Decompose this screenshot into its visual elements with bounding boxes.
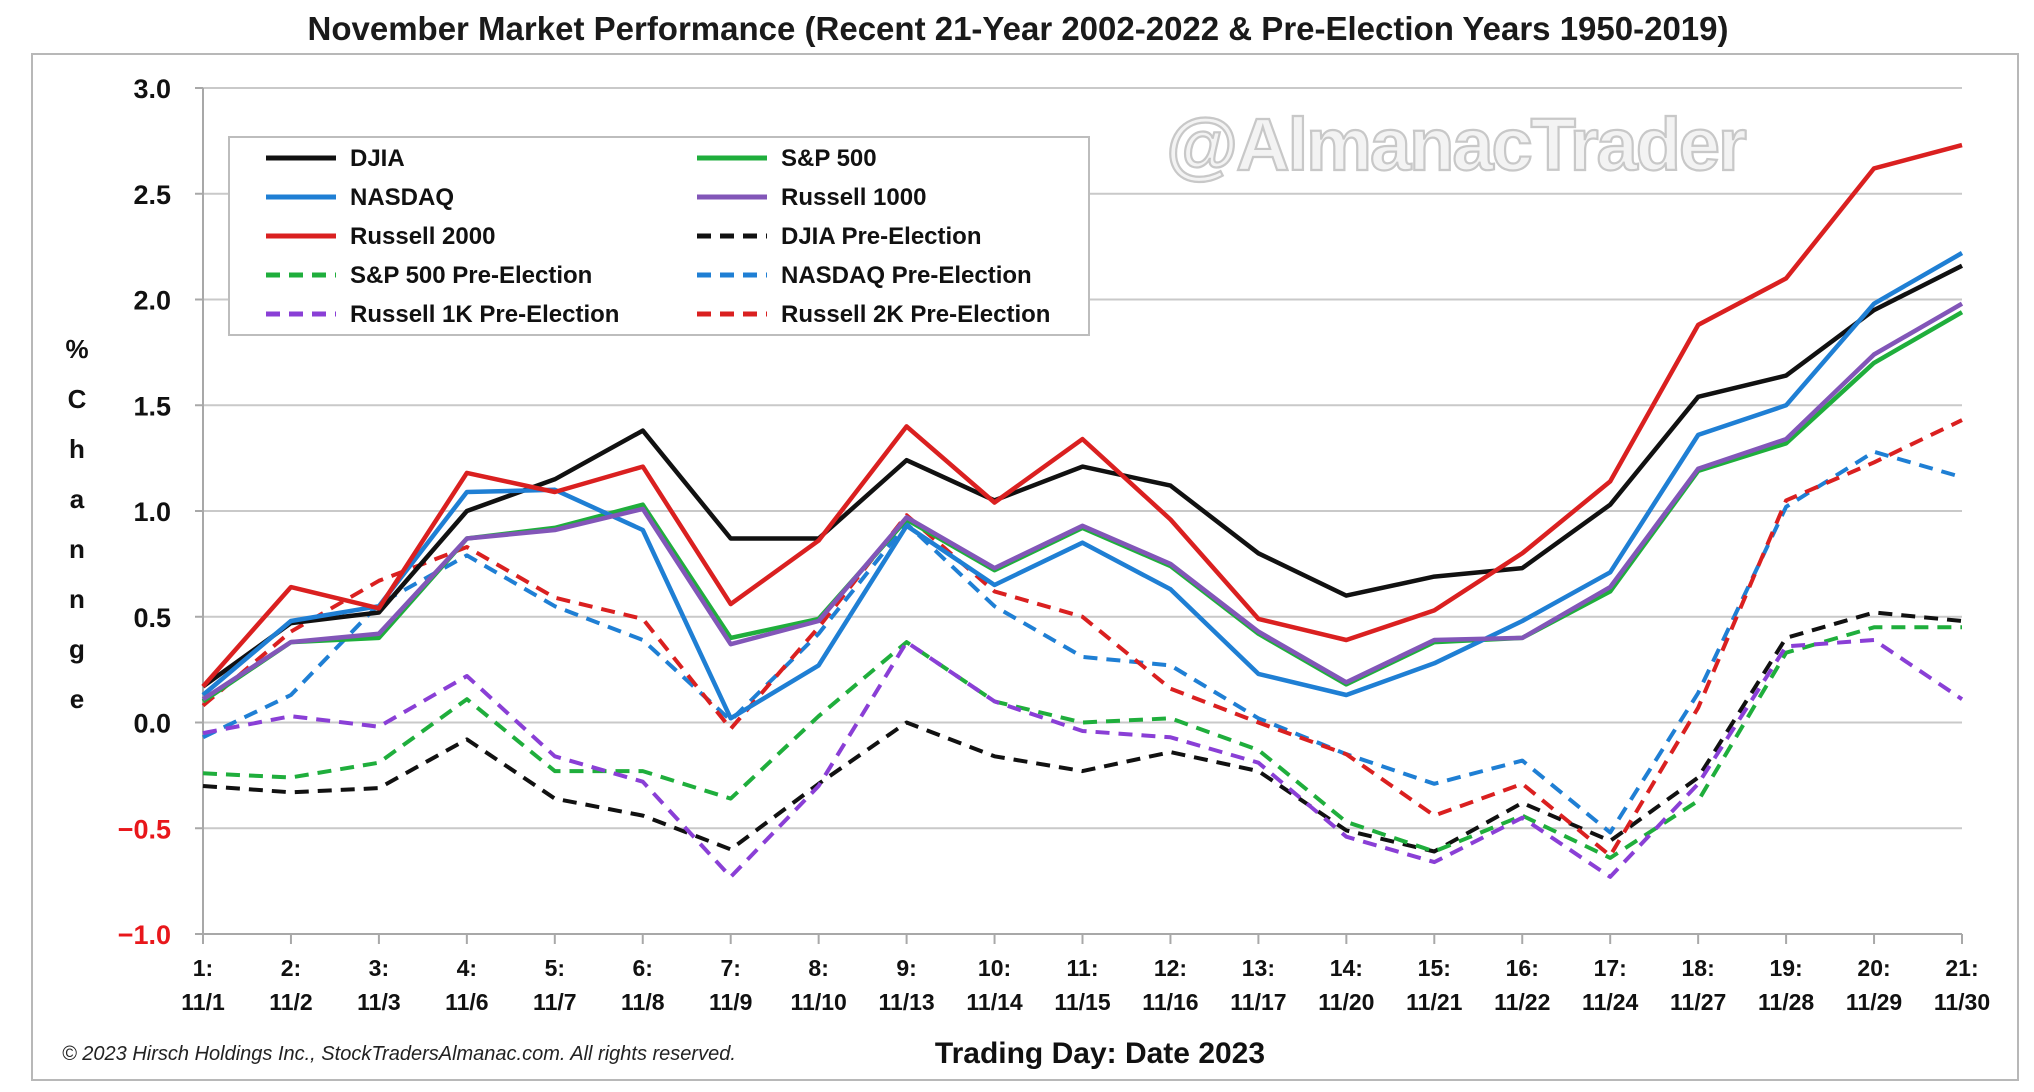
legend-label-sandp-500: S&P 500	[781, 145, 877, 172]
x-tick-date-8: 11/10	[791, 989, 847, 1015]
y-axis-ticks: 3.0 2.5 2.0 1.5 1.0 0.5 0.0 −0.5 −1.0	[118, 74, 171, 950]
x-tick-date-10: 11/14	[966, 989, 1022, 1015]
x-tick-day-12: 12:	[1154, 955, 1187, 981]
series-line-nasdaq-pre-election	[202, 449, 1963, 835]
x-tick-date-18: 11/27	[1670, 989, 1726, 1015]
y-tick-label-5: 0.5	[133, 603, 171, 633]
y-axis-label-char-2: h	[69, 434, 85, 464]
y-axis-label-char-7: e	[70, 684, 84, 714]
axes	[195, 87, 1963, 944]
y-axis-label-char-4: n	[69, 534, 85, 564]
x-tick-date-4: 11/6	[445, 989, 489, 1015]
x-tick-day-2: 2:	[281, 955, 301, 981]
legend-label-russell-1k-pre-election: Russell 1K Pre-Election	[350, 301, 619, 328]
x-tick-date-3: 11/3	[357, 989, 401, 1015]
x-tick-date-12: 11/16	[1142, 989, 1198, 1015]
x-tick-day-7: 7:	[720, 955, 740, 981]
chart-frame	[31, 53, 2019, 1081]
y-tick-label-7: −0.5	[118, 814, 171, 844]
copyright-notice: © 2023 Hirsch Holdings Inc., StockTrader…	[62, 1043, 736, 1065]
x-tick-day-14: 14:	[1330, 955, 1363, 981]
y-tick-label-8: −1.0	[118, 920, 171, 950]
legend-label-nasdaq-pre-election: NASDAQ Pre-Election	[781, 262, 1032, 289]
y-tick-label-1: 2.5	[133, 180, 171, 210]
x-tick-date-5: 11/7	[533, 989, 577, 1015]
x-tick-date-13: 11/17	[1230, 989, 1286, 1015]
x-tick-day-11: 11:	[1067, 955, 1099, 981]
x-tick-day-20: 20:	[1857, 955, 1890, 981]
x-tick-day-13: 13:	[1242, 955, 1275, 981]
y-tick-label-2: 2.0	[133, 286, 171, 316]
y-tick-label-3: 1.5	[133, 391, 171, 421]
x-tick-day-21: 21:	[1945, 955, 1978, 981]
series-line-russell-2000	[201, 142, 1963, 688]
y-axis-label-char-0: %	[65, 334, 88, 364]
series-line-nasdaq	[201, 251, 1964, 721]
x-tick-day-8: 8:	[808, 955, 828, 981]
x-tick-date-6: 11/8	[621, 989, 665, 1015]
x-tick-date-15: 11/21	[1406, 989, 1462, 1015]
y-axis-label-char-3: a	[70, 484, 85, 514]
x-tick-day-16: 16:	[1506, 955, 1539, 981]
legend-label-sandp-500-pre-election: S&P 500 Pre-Election	[350, 262, 592, 289]
x-axis-label: Trading Day: Date 2023	[935, 1037, 1265, 1070]
x-tick-day-4: 4:	[457, 955, 477, 981]
legend-label-russell-2k-pre-election: Russell 2K Pre-Election	[781, 301, 1050, 328]
series-line-russell-1k-pre-election	[202, 638, 1964, 879]
x-tick-day-6: 6:	[633, 955, 653, 981]
x-tick-date-11: 11/15	[1054, 989, 1110, 1015]
x-tick-day-10: 10:	[978, 955, 1011, 981]
legend-box	[228, 136, 1090, 336]
y-tick-label-4: 1.0	[133, 497, 171, 527]
y-axis-label-char-1: C	[68, 384, 87, 414]
x-tick-day-17: 17:	[1594, 955, 1627, 981]
legend-label-russell-1000: Russell 1000	[781, 184, 926, 211]
series-line-russell-1000	[201, 301, 1964, 702]
y-tick-label-6: 0.0	[133, 709, 171, 739]
legend: DJIA S&P 500 NASDAQ Russell 1000 Russell 200…	[228, 136, 1090, 336]
x-tick-day-19: 19:	[1769, 955, 1802, 981]
x-tick-date-7: 11/9	[709, 989, 753, 1015]
legend-label-russell-2000: Russell 2000	[350, 223, 495, 250]
y-axis-label-char-6: g	[69, 634, 85, 664]
series-line-sandp-500	[201, 310, 1964, 704]
legend-label-nasdaq: NASDAQ	[350, 184, 454, 211]
series-line-sandp-500-pre-election	[202, 625, 1962, 860]
series-line-djia-pre-election	[202, 610, 1963, 854]
x-tick-date-16: 11/22	[1494, 989, 1550, 1015]
x-tick-date-1: 11/1	[181, 989, 225, 1015]
x-tick-date-20: 11/29	[1846, 989, 1902, 1015]
y-tick-label-0: 3.0	[133, 74, 171, 104]
series-line-russell-2k-pre-election	[201, 418, 1963, 858]
x-tick-date-14: 11/20	[1318, 989, 1374, 1015]
x-axis-ticks: 1: 11/1 2: 11/2 3: 11/3 4: 11/6 5: 11/7 6: 11/8 7: 11…	[181, 955, 1990, 1015]
x-tick-day-1: 1:	[193, 955, 213, 981]
x-tick-date-19: 11/28	[1758, 989, 1814, 1015]
series-line-djia	[201, 263, 1964, 689]
x-tick-day-15: 15:	[1418, 955, 1451, 981]
series-layer	[201, 142, 1964, 879]
legend-label-djia: DJIA	[350, 145, 405, 172]
x-tick-date-9: 11/13	[878, 989, 934, 1015]
x-tick-date-21: 11/30	[1934, 989, 1990, 1015]
x-tick-date-17: 11/24	[1582, 989, 1638, 1015]
x-tick-day-5: 5:	[545, 955, 565, 981]
x-tick-day-18: 18:	[1682, 955, 1715, 981]
x-tick-date-2: 11/2	[269, 989, 313, 1015]
y-axis-label-char-5: n	[69, 584, 85, 614]
legend-label-djia-pre-election: DJIA Pre-Election	[781, 223, 982, 250]
x-tick-day-3: 3:	[369, 955, 389, 981]
watermark: @AlmanacTrader	[1166, 103, 1746, 186]
x-tick-day-9: 9:	[896, 955, 916, 981]
chart-title: November Market Performance (Recent 21-Y…	[308, 10, 1729, 47]
